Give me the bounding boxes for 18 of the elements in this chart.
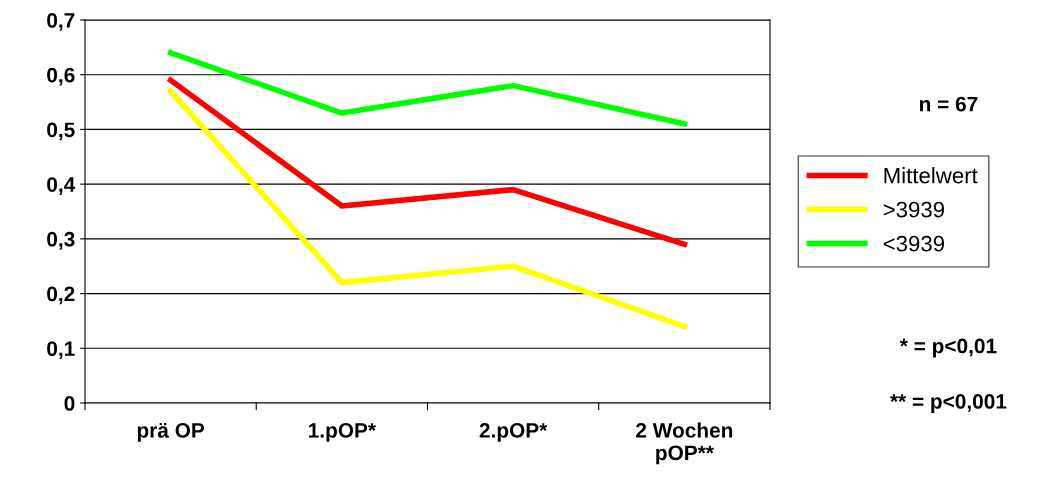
x-tick-label: 2 Wochen pOP** bbox=[636, 422, 733, 465]
legend-label: >3939 bbox=[883, 201, 945, 218]
x-tick-label: 2.pOP* bbox=[479, 422, 548, 442]
text: n = 67 bbox=[919, 96, 978, 112]
y-tick-label: 0,4 bbox=[47, 177, 76, 195]
text: * = p<0,01 bbox=[899, 338, 997, 358]
y-tick-label: 0 bbox=[64, 396, 75, 411]
x-tick-label: 1.pOP* bbox=[309, 422, 377, 442]
text: ** = p<0,001 bbox=[890, 394, 1007, 413]
y-tick-label: 0,1 bbox=[47, 341, 75, 360]
y-tick-label: 0,5 bbox=[47, 122, 75, 141]
y-tick-label: 0,6 bbox=[47, 67, 75, 86]
legend-label: <3939 bbox=[883, 235, 945, 252]
y-tick-label: 0,3 bbox=[47, 231, 75, 250]
legend-label: Mittelwert bbox=[884, 167, 978, 184]
y-tick-label: 0,2 bbox=[47, 286, 75, 305]
x-tick-label: prä OP bbox=[137, 422, 205, 442]
y-tick-label: 0,7 bbox=[47, 13, 75, 31]
